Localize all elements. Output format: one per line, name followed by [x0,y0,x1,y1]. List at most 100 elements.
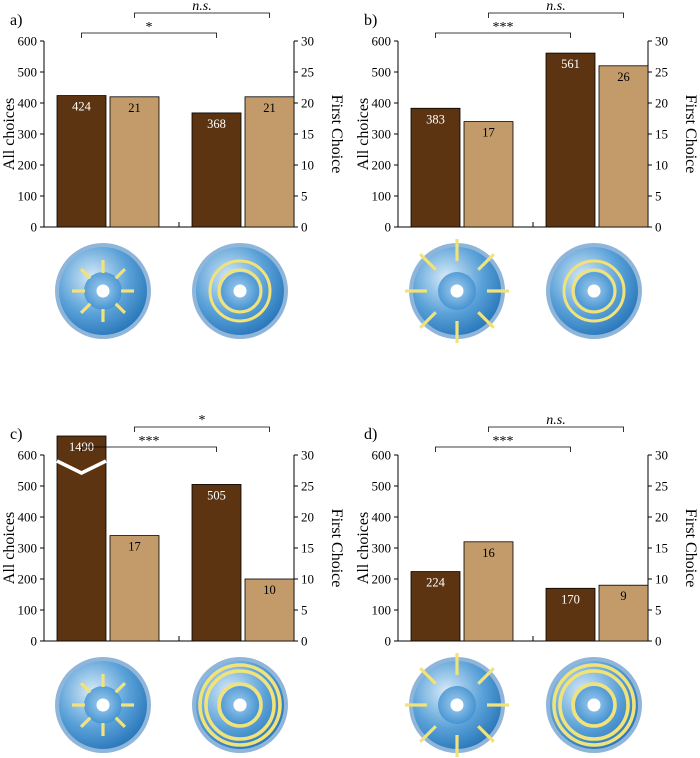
radial-line [114,302,127,315]
left-tick-label: 600 [372,34,392,49]
significance-label-all: *** [493,434,514,449]
bar-value-label: 21 [263,101,276,115]
radial-line [477,311,495,329]
disc-hole [233,284,247,298]
left-axis-label: All choices [1,512,18,584]
left-tick-label: 400 [372,510,392,525]
radial-line [419,253,437,271]
significance-bracket-first [488,12,624,18]
left-tick-label: 500 [18,479,38,494]
significance-label-first: n.s. [546,0,565,14]
left-tick-label: 100 [18,189,38,204]
right-tick-label: 30 [655,34,668,49]
panel-a: 0 100 200 300 400 500 600 0 5 10 15 20 25 30 All choic… [1,0,345,339]
bar-value-label: 26 [617,70,630,84]
bar-all-choices [56,95,107,228]
right-tick-label: 20 [655,510,668,525]
bar-first-choice [463,121,514,228]
bar-first-choice [244,96,295,228]
bar-value-label: 17 [482,126,495,140]
radial-line [477,667,495,685]
panel-label: d) [364,426,377,443]
significance-bracket-all [81,32,217,38]
radial-line [79,716,92,729]
concentric-ring [552,663,636,747]
bar-value-label: 17 [128,540,141,554]
bar-value-label: 505 [207,488,226,502]
disc-thin-concentric-rings [546,243,642,339]
radial-line [114,267,127,280]
bar-first-choice [598,65,649,228]
bar-first-choice [109,535,160,642]
bar-value-label: 383 [426,112,445,126]
panel-label: c) [10,426,22,443]
bar-value-label: 16 [482,546,495,560]
left-tick-label: 600 [18,448,38,463]
left-tick-label: 300 [18,127,38,142]
bar-first-choice [109,96,160,228]
left-axis-label: All choices [355,98,372,170]
left-tick-label: 0 [385,634,392,649]
concentric-ring [198,663,282,747]
significance-label-all: * [146,20,153,35]
radial-line [79,267,92,280]
left-tick-label: 500 [18,65,38,80]
bar-all-choices [191,112,242,228]
left-tick-label: 100 [372,189,392,204]
significance-bracket-first [134,426,270,432]
right-tick-label: 30 [655,448,668,463]
disc-long-radial-lines [405,653,509,757]
right-axis-label: First Choice [328,95,345,174]
left-axis-label: All choices [1,98,18,170]
left-tick-label: 100 [372,603,392,618]
right-tick-label: 15 [301,541,314,556]
bar-value-label: 9 [620,589,626,603]
concentric-ring [217,268,263,314]
right-tick-label: 25 [655,479,668,494]
concentric-ring [571,268,617,314]
bar-all-choices [545,52,596,228]
significance-bracket-all [435,446,571,452]
panel-d: 0 100 200 300 400 500 600 0 5 10 15 20 25 30 All choic… [355,413,699,757]
significance-label-all: *** [493,20,514,35]
bar-all-choices [56,435,107,642]
significance-label-first: * [199,413,206,428]
right-tick-label: 5 [655,189,662,204]
bar-all-choices [410,571,461,642]
left-tick-label: 300 [18,541,38,556]
right-tick-label: 10 [655,158,668,173]
left-tick-label: 200 [18,572,38,587]
bar-value-label: 424 [72,100,92,114]
right-tick-label: 30 [301,34,314,49]
concentric-ring [571,682,617,728]
bar-first-choice [598,584,649,642]
disc-thick-concentric-rings [546,657,642,753]
radial-line [477,253,495,271]
bar-all-choices [545,587,596,642]
disc-hole [587,698,601,712]
concentric-ring [562,259,626,323]
significance-label-first: n.s. [192,0,211,14]
right-tick-label: 5 [301,603,308,618]
disc-hole [587,284,601,298]
disc-short-radial-lines [55,243,151,339]
concentric-ring [558,669,630,741]
significance-bracket-first [488,426,624,432]
right-tick-label: 25 [301,479,314,494]
left-axis-label: All choices [355,512,372,584]
disc-thick-concentric-rings [192,657,288,753]
radial-line [79,302,92,315]
bar-all-choices [191,484,242,642]
disc-thin-concentric-rings [192,243,288,339]
right-tick-label: 15 [301,127,314,142]
disc-short-radial-lines [55,657,151,753]
right-tick-label: 0 [655,220,662,235]
right-tick-label: 30 [301,448,314,463]
right-tick-label: 0 [301,634,308,649]
right-axis-label: First Choice [328,509,345,588]
right-tick-label: 20 [301,96,314,111]
left-tick-label: 400 [18,510,38,525]
left-tick-label: 400 [18,96,38,111]
radial-line [419,725,437,743]
